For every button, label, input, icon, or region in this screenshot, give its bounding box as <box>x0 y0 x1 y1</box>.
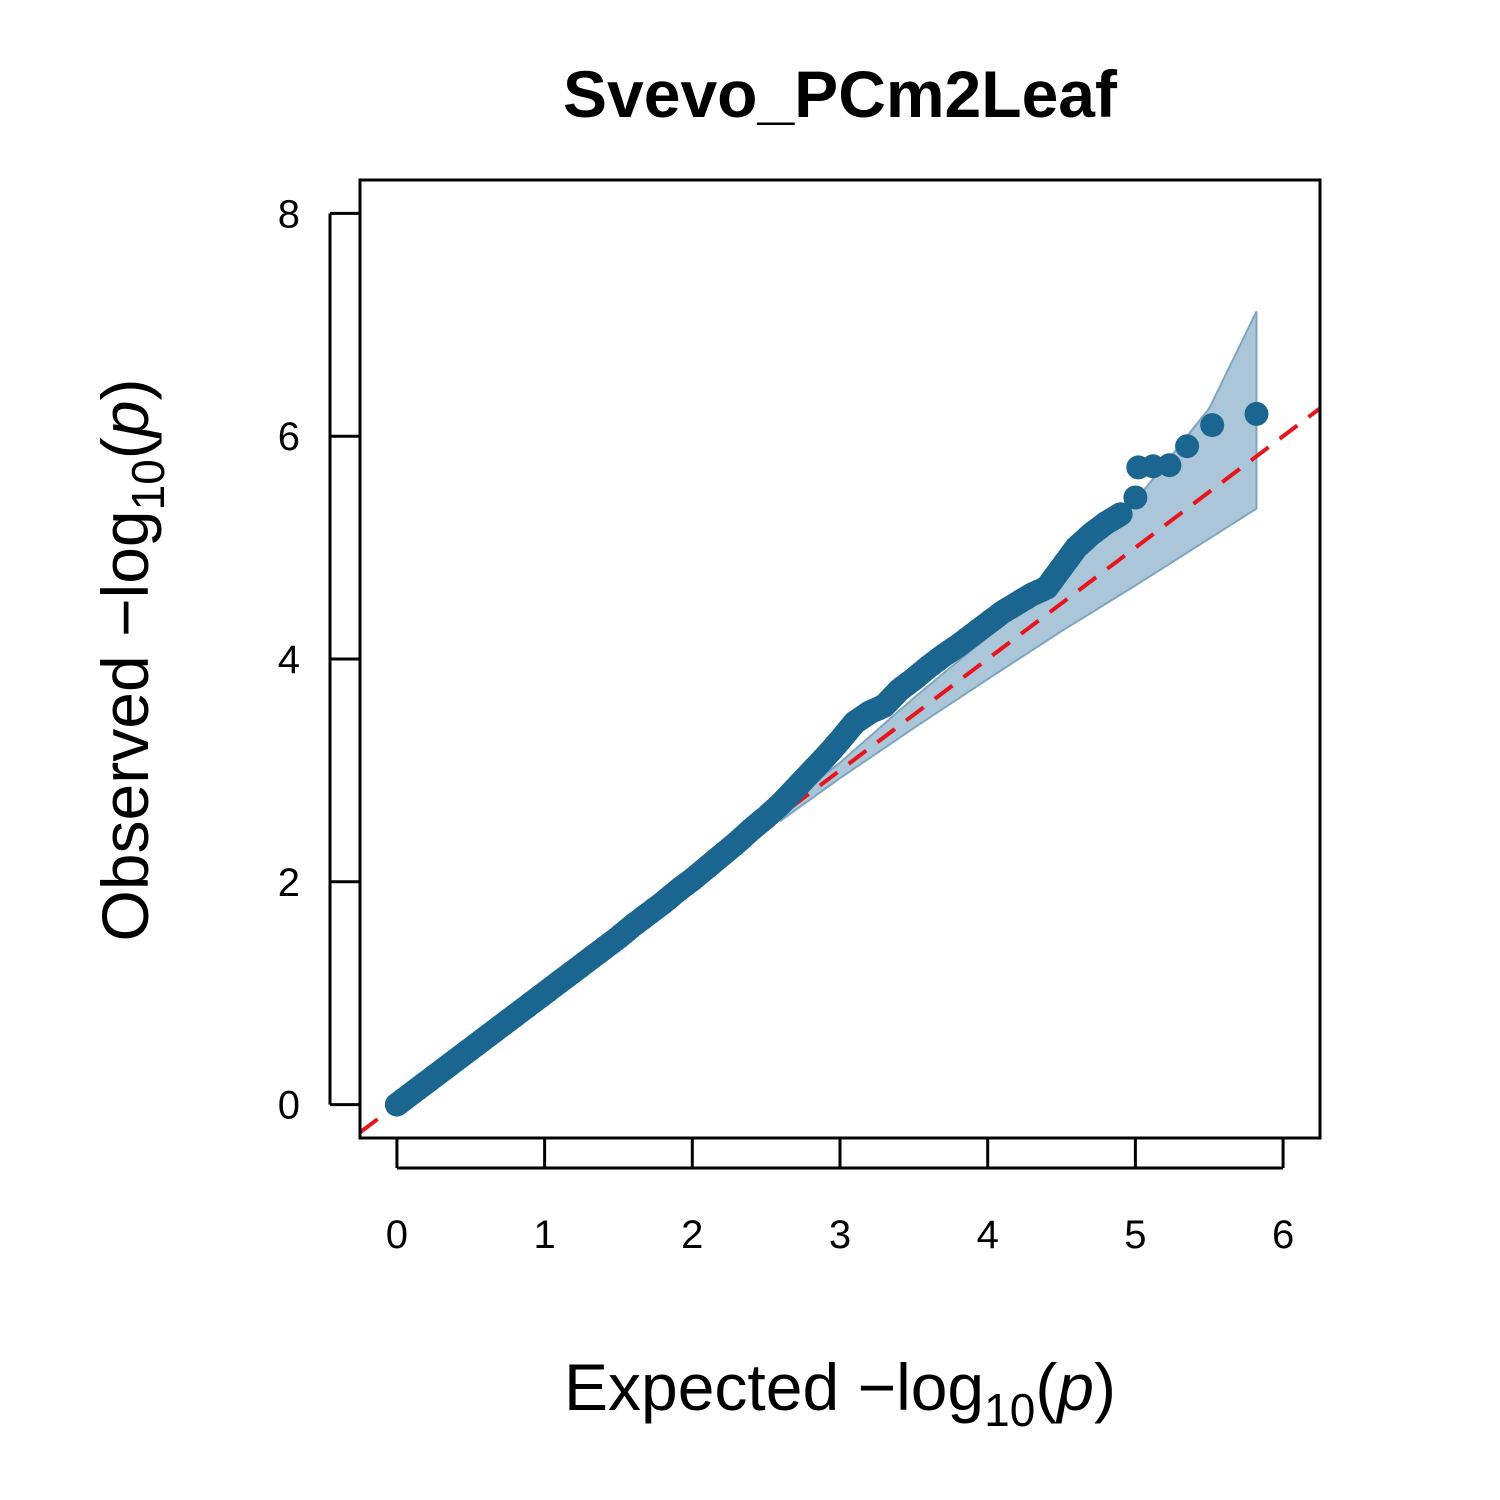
y-axis-title: Observed −log10(p) <box>88 379 174 942</box>
x-axis: 0 1 2 3 4 5 6 <box>386 1138 1294 1257</box>
qq-point <box>1175 434 1200 459</box>
y-tick-label: 6 <box>278 415 300 459</box>
x-axis-title-variable: p <box>1055 1350 1094 1424</box>
y-axis-title-variable: p <box>88 401 162 440</box>
x-axis-title-prefix: Expected −log <box>564 1350 984 1424</box>
chart-title: Svevo_PCm2Leaf <box>563 57 1118 131</box>
x-axis-title-close: ) <box>1094 1350 1116 1424</box>
qq-point <box>1200 413 1225 438</box>
y-axis-title-close: ) <box>88 379 162 401</box>
x-axis-title-subscript: 10 <box>984 1384 1035 1436</box>
x-tick-label: 4 <box>977 1213 999 1257</box>
y-tick-label: 2 <box>278 861 300 905</box>
y-tick-label: 8 <box>278 192 300 236</box>
qq-point <box>1157 453 1182 478</box>
x-tick-label: 6 <box>1272 1213 1294 1257</box>
y-axis-title-prefix: Observed −log <box>88 510 162 941</box>
qq-point <box>1108 502 1133 527</box>
x-tick-label: 3 <box>829 1213 851 1257</box>
qq-point <box>1244 401 1269 426</box>
confidence-band <box>779 310 1258 823</box>
confidence-band-layer <box>779 310 1258 823</box>
x-tick-label: 0 <box>386 1213 408 1257</box>
y-axis: 0 2 4 6 8 <box>278 192 360 1128</box>
x-tick-label: 2 <box>681 1213 703 1257</box>
x-axis-title: Expected −log10(p) <box>564 1350 1116 1436</box>
x-tick-label: 5 <box>1124 1213 1146 1257</box>
y-tick-label: 0 <box>278 1084 300 1128</box>
y-axis-title-open: ( <box>88 437 162 459</box>
plot-frame <box>358 178 1322 1140</box>
x-axis-title-open: ( <box>1035 1350 1057 1424</box>
y-tick-label: 4 <box>278 638 300 682</box>
x-tick-label: 1 <box>533 1213 555 1257</box>
qq-point <box>1123 485 1148 510</box>
points-layer <box>384 401 1269 1117</box>
y-axis-title-subscript: 10 <box>122 459 174 510</box>
